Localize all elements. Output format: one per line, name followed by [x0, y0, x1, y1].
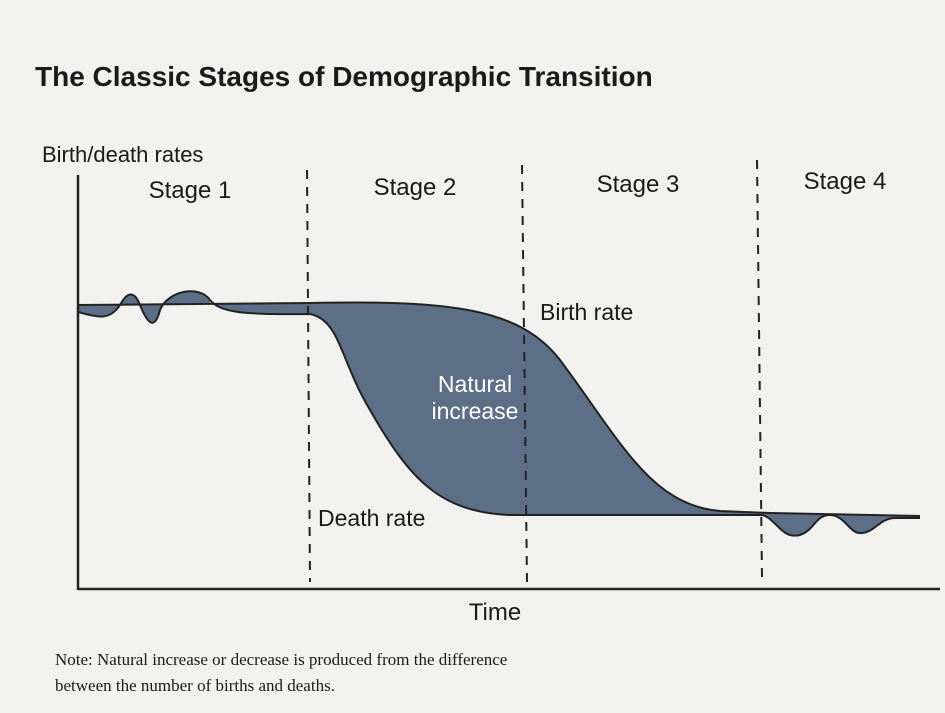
- death-rate-curve: [77, 290, 920, 537]
- y-axis-label: Birth/death rates: [42, 142, 203, 167]
- death-rate-label: Death rate: [318, 505, 425, 531]
- stage-divider: [521, 164, 528, 583]
- title: The Classic Stages of Demographic Transi…: [35, 61, 653, 92]
- birth-rate-label: Birth rate: [540, 299, 633, 325]
- note-line: Note: Natural increase or decrease is pr…: [55, 650, 507, 669]
- stage-label: Stage 2: [374, 174, 457, 201]
- region-label: increase: [432, 398, 519, 424]
- stage-divider: [306, 169, 311, 583]
- stage-label: Stage 4: [804, 168, 887, 195]
- stage-divider: [756, 159, 763, 579]
- region-label: Natural: [438, 371, 512, 397]
- stage1-wiggles: [120, 291, 210, 310]
- birth-rate-curve: [77, 301, 921, 517]
- stage-label: Stage 1: [149, 177, 232, 204]
- stage-label: Stage 3: [597, 171, 680, 198]
- note-line: between the number of births and deaths.: [55, 676, 335, 695]
- x-axis-label: Time: [469, 599, 521, 626]
